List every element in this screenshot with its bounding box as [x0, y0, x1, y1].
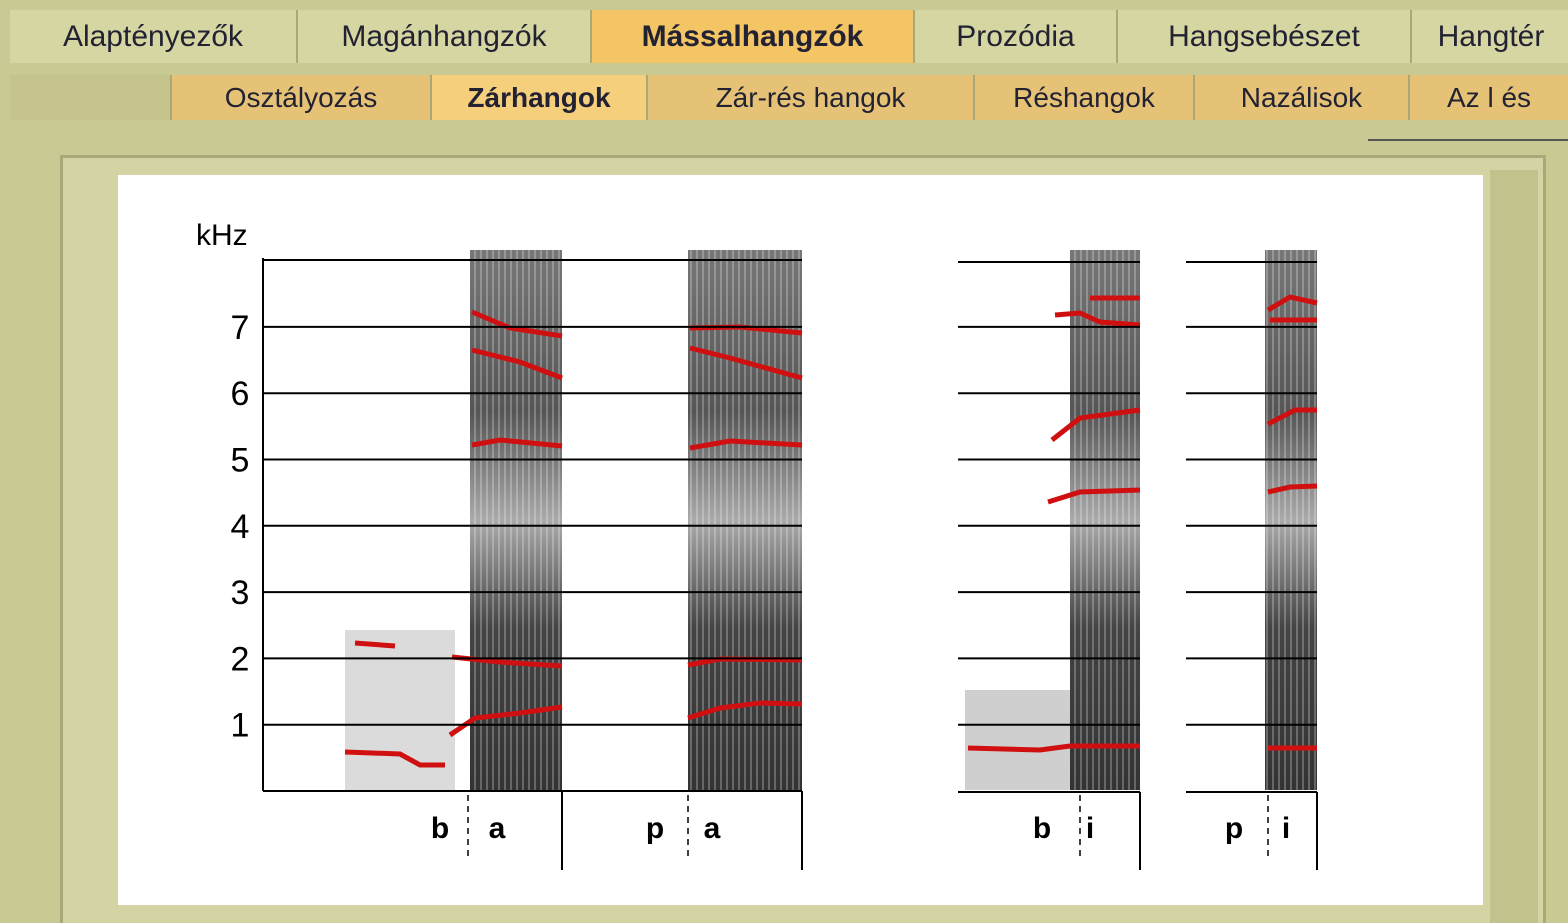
nav-tab[interactable]: Hangtér — [1412, 10, 1568, 63]
segment-label: b — [1033, 812, 1051, 845]
main-nav: Alaptényezők Magánhangzók Mássalhangzók Pro… — [10, 10, 1568, 63]
segment-label: a — [489, 812, 506, 845]
nav-tab[interactable]: Mássalhangzók — [592, 10, 915, 63]
segment-label: b — [431, 812, 449, 845]
segment-label: i — [1086, 812, 1094, 845]
nav-tab[interactable]: Réshangok — [975, 75, 1195, 120]
y-tick-label: 1 — [231, 707, 250, 745]
nav-tab[interactable]: Alaptényezők — [10, 10, 298, 63]
nav-tab[interactable]: Magánhangzók — [298, 10, 592, 63]
segment-label: p — [646, 812, 664, 845]
sidebar — [1490, 170, 1538, 923]
y-tick-label: 5 — [231, 442, 250, 480]
divider — [1368, 139, 1568, 141]
nav-tab[interactable]: Osztályozás — [172, 75, 432, 120]
nav-tab[interactable]: Hangsebészet — [1118, 10, 1412, 63]
nav-tab[interactable]: Zárhangok — [432, 75, 648, 120]
nav-tab[interactable]: Nazálisok — [1195, 75, 1410, 120]
axis-unit: kHz — [196, 219, 248, 252]
spacer — [10, 75, 172, 120]
nav-tab[interactable]: Prozódia — [915, 10, 1118, 63]
figure-frame — [262, 258, 1318, 870]
spectrogram — [344, 250, 1318, 790]
y-tick-label: 7 — [231, 309, 250, 347]
nav-tab[interactable]: Az l és — [1410, 75, 1568, 120]
segment-label: p — [1225, 812, 1243, 845]
y-tick-label: 6 — [231, 375, 250, 413]
nav-tab[interactable]: Zár-rés hangok — [648, 75, 975, 120]
y-tick-label: 3 — [231, 574, 250, 612]
sub-nav: Osztályozás Zárhangok Zár-rés hangok Réshan… — [10, 75, 1568, 120]
y-tick-label: 2 — [231, 640, 250, 678]
segment-label: i — [1282, 812, 1290, 845]
y-tick-label: 4 — [231, 508, 250, 546]
segment-label: a — [704, 812, 721, 845]
